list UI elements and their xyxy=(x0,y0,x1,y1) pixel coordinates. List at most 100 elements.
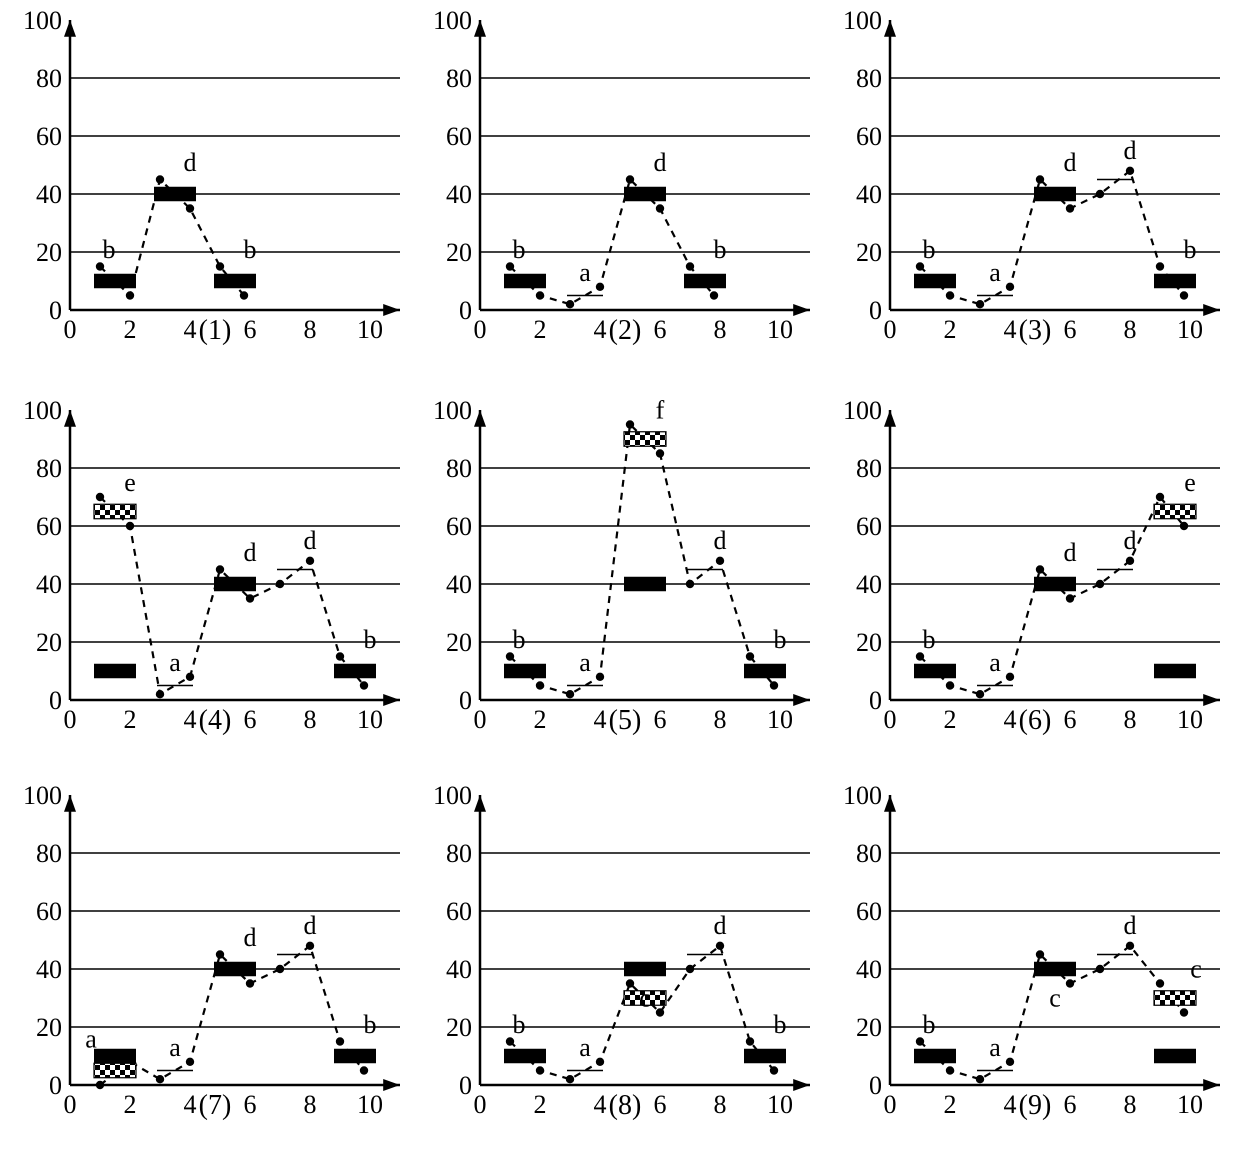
panel-caption: (3) xyxy=(835,315,1235,347)
letter-annotation: d xyxy=(304,526,317,555)
ytick-label: 100 xyxy=(23,785,62,810)
letter-annotation: b xyxy=(923,235,936,264)
letter-annotation: d xyxy=(304,911,317,940)
ytick-label: 100 xyxy=(843,785,882,810)
letter-annotation: b xyxy=(714,235,727,264)
ytick-label: 100 xyxy=(843,400,882,425)
bar-solid xyxy=(214,962,256,977)
data-marker xyxy=(186,204,194,212)
data-marker xyxy=(656,449,664,457)
bar-hatched xyxy=(94,504,136,519)
ytick-label: 100 xyxy=(433,400,472,425)
letter-annotation: d xyxy=(184,148,197,177)
ytick-label: 100 xyxy=(23,400,62,425)
ytick-label: 20 xyxy=(36,238,62,267)
letter-annotation: d xyxy=(244,923,257,952)
letter-annotation: a xyxy=(579,1033,591,1062)
bar-solid xyxy=(624,577,666,592)
ytick-label: 60 xyxy=(36,897,62,926)
data-marker xyxy=(246,979,254,987)
letter-annotation: b xyxy=(774,625,787,654)
ytick-label: 40 xyxy=(446,955,472,984)
ytick-label: 20 xyxy=(446,1013,472,1042)
data-marker xyxy=(596,673,604,681)
data-marker xyxy=(306,557,314,565)
data-marker xyxy=(1126,167,1134,175)
panel-2: 0246810020406080100badb(2) xyxy=(425,10,825,400)
ytick-label: 60 xyxy=(856,512,882,541)
data-marker xyxy=(596,1058,604,1066)
ytick-label: 40 xyxy=(36,180,62,209)
data-marker xyxy=(716,557,724,565)
data-marker xyxy=(770,1066,778,1074)
ytick-label: 80 xyxy=(856,64,882,93)
bar-solid xyxy=(214,274,256,289)
bar-solid xyxy=(154,187,196,202)
data-marker xyxy=(946,1066,954,1074)
y-axis-arrow xyxy=(474,20,486,37)
ytick-label: 100 xyxy=(843,10,882,35)
data-marker xyxy=(1156,262,1164,270)
data-marker xyxy=(686,580,694,588)
ytick-label: 80 xyxy=(446,64,472,93)
data-marker xyxy=(536,291,544,299)
data-marker xyxy=(306,942,314,950)
data-marker xyxy=(216,565,224,573)
letter-annotation: d xyxy=(244,538,257,567)
bar-solid xyxy=(504,664,546,679)
data-marker xyxy=(946,291,954,299)
bar-hatched xyxy=(1154,504,1196,519)
data-marker xyxy=(1006,1058,1014,1066)
ytick-label: 80 xyxy=(36,839,62,868)
panel-6: 0246810020406080100badde(6) xyxy=(835,400,1235,790)
ytick-label: 40 xyxy=(36,570,62,599)
data-marker xyxy=(186,1058,194,1066)
panel-caption: (4) xyxy=(15,705,415,737)
panel-caption: (2) xyxy=(425,315,825,347)
data-marker xyxy=(216,950,224,958)
data-marker xyxy=(360,1066,368,1074)
ytick-label: 80 xyxy=(856,839,882,868)
panel-4: 0246810020406080100eaddb(4) xyxy=(15,400,415,790)
panel-7: 0246810020406080100aaddb(7) xyxy=(15,785,415,1175)
bar-solid xyxy=(214,577,256,592)
data-marker xyxy=(686,965,694,973)
letter-annotation: b xyxy=(513,235,526,264)
ytick-label: 20 xyxy=(856,628,882,657)
bar-solid xyxy=(504,274,546,289)
letter-annotation: c xyxy=(639,984,651,1013)
data-marker xyxy=(336,1037,344,1045)
ytick-label: 60 xyxy=(446,512,472,541)
data-marker xyxy=(1126,942,1134,950)
data-marker xyxy=(626,175,634,183)
data-marker xyxy=(336,652,344,660)
bar-solid xyxy=(1154,664,1196,679)
panel-5: 0246810020406080100bafdb(5) xyxy=(425,400,825,790)
data-marker xyxy=(1096,580,1104,588)
letter-annotation: b xyxy=(923,1010,936,1039)
ytick-label: 60 xyxy=(446,122,472,151)
data-marker xyxy=(716,942,724,950)
bar-solid xyxy=(334,1049,376,1064)
data-marker xyxy=(1066,204,1074,212)
ytick-label: 60 xyxy=(36,122,62,151)
bar-solid xyxy=(744,664,786,679)
bar-solid xyxy=(684,274,726,289)
bar-hatched xyxy=(624,432,666,447)
ytick-label: 20 xyxy=(446,238,472,267)
bar-hatched xyxy=(1154,991,1196,1006)
letter-annotation: c xyxy=(1049,984,1061,1013)
letter-annotation: b xyxy=(103,235,116,264)
letter-annotation: d xyxy=(654,148,667,177)
bar-solid xyxy=(624,962,666,977)
y-axis-arrow xyxy=(884,795,896,812)
data-marker xyxy=(240,291,248,299)
data-marker xyxy=(626,979,634,987)
letter-annotation: a xyxy=(169,648,181,677)
data-marker xyxy=(1006,673,1014,681)
bar-solid xyxy=(744,1049,786,1064)
letter-annotation: a xyxy=(579,258,591,287)
data-marker xyxy=(1180,1008,1188,1016)
data-marker xyxy=(1156,493,1164,501)
bar-solid xyxy=(334,664,376,679)
